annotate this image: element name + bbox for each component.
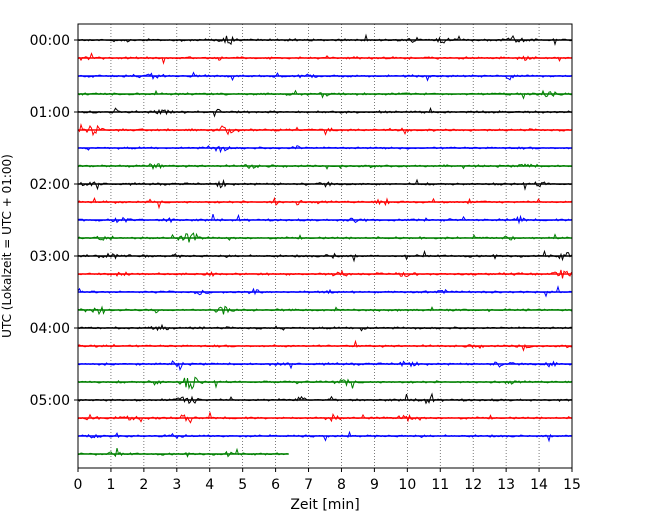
x-tick-label: 9: [370, 477, 379, 493]
trace-0430: [77, 360, 572, 372]
trace-0545: [77, 447, 289, 458]
seismic-traces: [77, 33, 572, 458]
x-tick-label: 14: [530, 477, 548, 493]
y-tick-label: 00:00: [30, 33, 70, 49]
x-tick-label: 8: [337, 477, 346, 493]
x-axis-label: Zeit [min]: [290, 497, 359, 513]
x-tick-label: 13: [497, 477, 515, 493]
trace-0230: [77, 213, 572, 225]
x-tick-label: 15: [563, 477, 581, 493]
x-tick-label: 0: [74, 477, 83, 493]
trace-0500: [77, 392, 572, 405]
x-tick-label: 3: [172, 477, 181, 493]
x-tick-label: 1: [106, 477, 115, 493]
y-axis-label: UTC (Lokalzeit = UTC + 01:00): [0, 154, 14, 338]
y-axis: 00:00 01:00 02:00 03:00 04:00 05:00: [30, 33, 78, 409]
x-tick-label: 12: [464, 477, 482, 493]
x-tick-label: 5: [238, 477, 247, 493]
y-tick-label: 03:00: [30, 249, 70, 265]
x-grid: [110, 24, 540, 468]
x-tick-label: 11: [431, 477, 449, 493]
x-tick-label: 10: [398, 477, 416, 493]
x-tick-label: 2: [139, 477, 148, 493]
y-tick-label: 02:00: [30, 177, 70, 193]
x-axis: 0 1 2 3 4 5 6 7 8 9 10 11 12 13 14 15: [74, 468, 581, 493]
x-tick-label: 7: [304, 477, 313, 493]
trace-0445: [77, 376, 572, 390]
plot-frame: [77, 23, 573, 469]
trace-0215: [77, 196, 572, 210]
y-tick-label: 01:00: [30, 105, 70, 121]
x-tick-label: 6: [271, 477, 280, 493]
x-tick-label: 4: [205, 477, 214, 493]
y-tick-label: 05:00: [30, 393, 70, 409]
y-tick-label: 04:00: [30, 321, 70, 337]
